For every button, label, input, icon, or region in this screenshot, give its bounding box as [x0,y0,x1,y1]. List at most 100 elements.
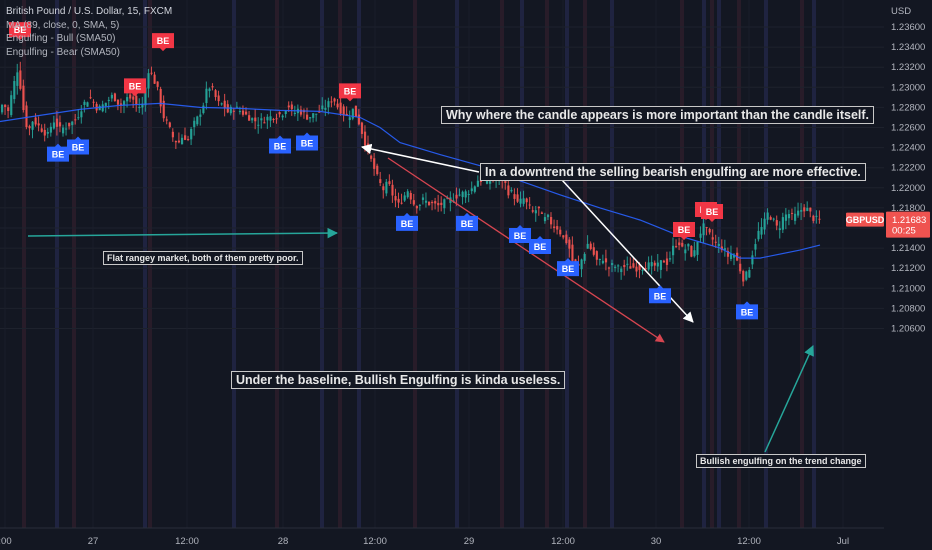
candle-body [202,105,205,114]
candle-body [339,102,342,114]
candle-body [370,155,373,159]
candle-body [376,165,379,175]
candle-body [553,226,556,229]
be-marker-label: BE [157,36,170,46]
be-marker-shape [649,285,671,304]
candle-body [132,96,135,100]
candle-body [604,258,608,263]
candle-body [388,181,391,185]
candle-body [65,128,68,130]
candle-body [473,186,476,192]
candle-body [659,260,662,270]
candle-body [177,140,181,143]
candle-body [281,115,284,118]
candle-body [543,217,547,222]
candle-body [556,226,559,230]
session-band [812,0,816,528]
candle-body [10,95,13,116]
candle-body [28,126,31,129]
candle-body [437,203,440,206]
price-tick-label: 1.23200 [891,62,925,73]
legend-title: British Pound / U.S. Dollar, 15, FXCM [6,6,173,17]
candle-body [174,140,178,143]
candle-body [272,119,275,121]
be-marker-label: BE [706,207,719,217]
candle-body [614,266,617,268]
be-marker-shape [296,132,318,151]
candle-body [141,103,144,108]
ma-line [0,102,821,259]
candle-body [336,103,339,108]
chart-legend: British Pound / U.S. Dollar, 15, FXCM MA… [6,5,172,59]
candle-body [382,186,385,191]
candle-body [360,122,364,134]
candle-body [266,116,269,121]
candle-body [601,260,605,264]
candle-body [351,108,354,119]
candle-body [580,259,583,270]
candle-body [415,206,418,209]
annotation-note3: Flat rangey market, both of them pretty … [103,251,303,265]
candle-body [729,253,733,260]
candle-body [348,117,351,121]
candle-body [775,220,778,226]
candle-body [55,118,59,127]
session-band [22,0,26,528]
session-band [413,0,417,528]
be-marker-label: BE [461,219,474,229]
candle-body [357,114,361,125]
candle-body [89,97,92,99]
candle-body [787,213,791,219]
session-band [737,0,741,528]
time-axis-bg [0,528,932,550]
candle-body [119,103,123,105]
be-bull-marker: BE [296,132,318,151]
candle-body [772,218,775,220]
candle-body [190,129,193,140]
candle-body [662,260,666,263]
candle-body [193,120,196,128]
candle-body [74,119,77,121]
candle-body [385,181,388,194]
be-bull-marker: BE [396,212,418,231]
candle-body [257,124,260,126]
candle-body [726,250,730,257]
candle-body [220,103,223,105]
candle-body [464,191,467,198]
price-tick-label: 1.21400 [891,243,925,254]
candle-body [519,198,522,204]
be-markers: BEBEBEBEBEBEBEBEBEBEBEBEBEBEBEBEBEBE [9,22,758,320]
candle-body [22,85,25,110]
candle-body [455,194,458,199]
be-marker-shape [509,224,531,243]
candle-body [489,181,492,184]
candle-body [7,107,10,112]
be-marker-shape [701,203,723,222]
arrow-to-bear [561,179,694,323]
candle-body [546,214,550,218]
moving-average [0,102,821,259]
candle-body [562,235,565,238]
be-marker-label: BE [654,291,667,301]
session-band [500,0,504,528]
candle-body [327,101,330,108]
candle-body [620,268,623,273]
legend-bear: Engulfing - Bear (SMA50) [6,46,120,58]
candle-body [571,244,574,261]
candle-body [19,70,22,89]
candle-body [1,104,4,113]
candle-body [101,104,104,112]
candle-body [568,239,571,249]
candle-body [806,207,809,212]
candle-body [345,113,348,116]
candle-body [245,111,248,115]
candle-body [171,131,174,138]
candle-body [803,207,806,212]
candle-body [516,194,519,202]
session-band [764,0,768,528]
candle-body [229,106,232,114]
candle-body [696,241,699,255]
session-band [583,0,587,528]
ticker-symbol-bg [846,212,884,227]
